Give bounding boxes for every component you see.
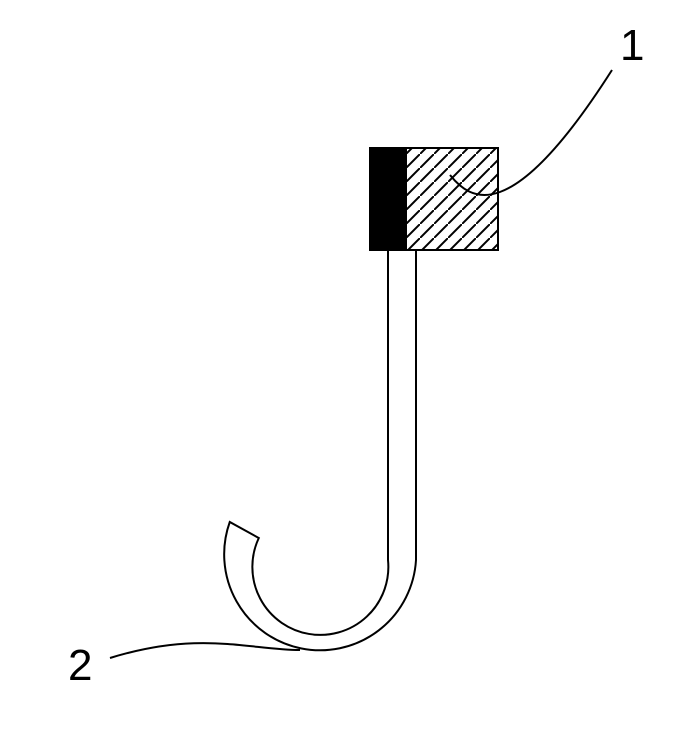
magnet-black-part [370,148,406,250]
magnet-hatched-part [406,148,498,250]
label-2: 2 [68,641,92,690]
label-1: 1 [620,21,644,70]
leader-line-2 [110,643,300,658]
hook-body [224,250,416,650]
hook-diagram: 1 2 [0,0,698,755]
